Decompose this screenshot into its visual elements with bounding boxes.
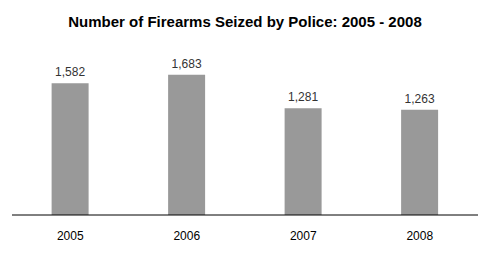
svg-text:1,582: 1,582 xyxy=(55,65,85,79)
html-text:Number of Firearms Seized by P: Number of Firearms Seized by Police: 200… xyxy=(68,13,422,30)
svg-text:2005: 2005 xyxy=(57,229,84,243)
svg-text:2007: 2007 xyxy=(290,229,317,243)
svg-text:1,281: 1,281 xyxy=(288,90,318,104)
svg-text:1,263: 1,263 xyxy=(405,92,435,106)
svg-text:2008: 2008 xyxy=(406,229,433,243)
svg-text:2006: 2006 xyxy=(173,229,200,243)
svg-text:1,683: 1,683 xyxy=(172,57,202,71)
